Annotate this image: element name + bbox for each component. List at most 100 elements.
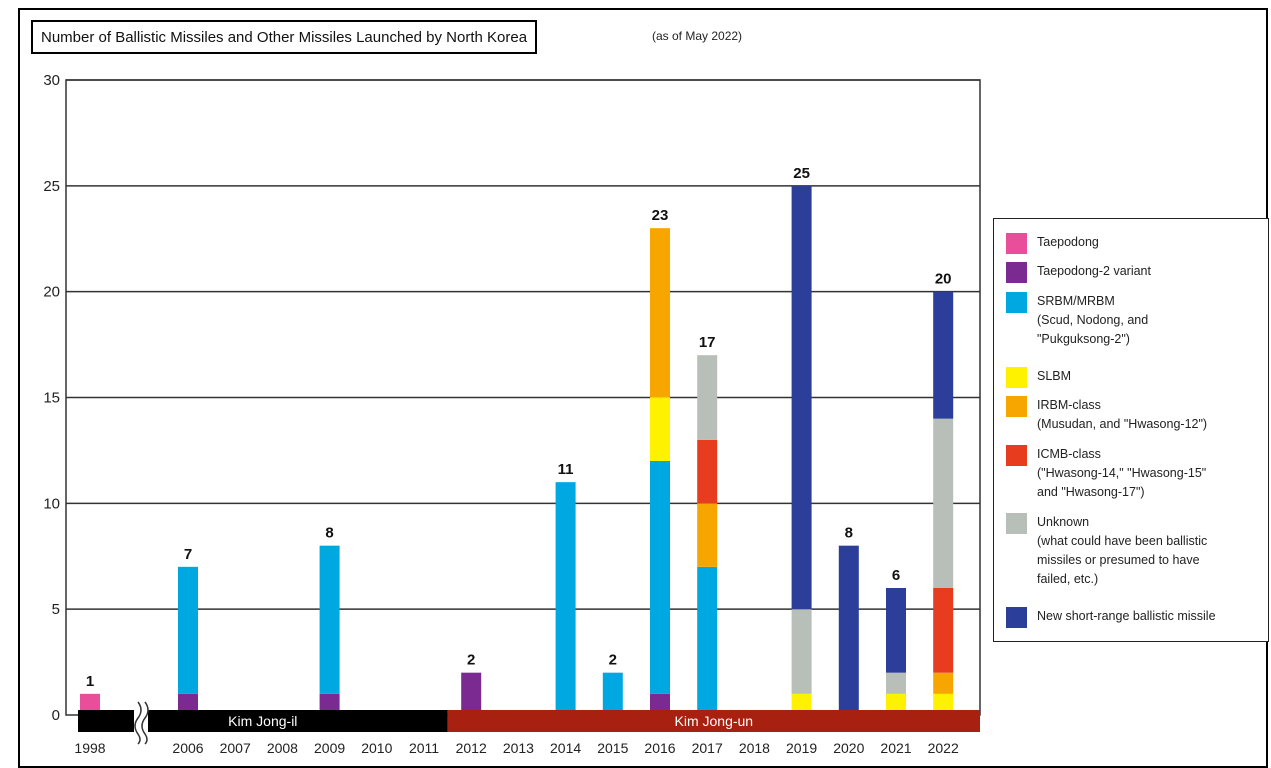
- y-tick-label: 30: [43, 72, 60, 89]
- x-tick-label: 2020: [833, 740, 864, 756]
- x-tick-label: 2007: [220, 740, 251, 756]
- total-label: 8: [845, 525, 853, 542]
- x-tick-label: 2016: [644, 740, 675, 756]
- total-label: 7: [184, 546, 192, 563]
- axis-break-mark: [134, 701, 142, 745]
- legend-swatch: [1006, 292, 1027, 313]
- x-tick-label: 2022: [928, 740, 959, 756]
- bar-segment: [933, 588, 954, 673]
- bar-segment: [178, 566, 198, 694]
- bar-segment: [650, 461, 670, 694]
- legend-label: New short-range ballistic missile: [1037, 609, 1216, 623]
- x-tick-label: 2014: [550, 740, 581, 756]
- x-tick-label: 2006: [172, 740, 203, 756]
- legend-label: ICMB-class ("Hwasong-14," "Hwasong-15" a…: [1037, 447, 1207, 499]
- chart-title: Number of Ballistic Missiles and Other M…: [31, 20, 538, 54]
- total-label: 11: [558, 461, 574, 478]
- x-tick-label: 2019: [786, 740, 817, 756]
- bar-segment: [602, 672, 623, 715]
- legend-swatch: [1006, 233, 1027, 254]
- total-label: 1: [86, 673, 94, 690]
- legend-label: Unknown (what could have been ballistic …: [1037, 515, 1208, 586]
- bar-segment: [650, 693, 670, 715]
- y-tick-label: 15: [43, 390, 60, 407]
- x-tick-label: 2021: [880, 740, 911, 756]
- bar-segment: [697, 566, 718, 715]
- legend-label: Taepodong-2 variant: [1037, 264, 1151, 278]
- legend-swatch: [1006, 445, 1027, 466]
- x-tick-label: 2008: [267, 740, 298, 756]
- legend-item: Taepodong-2 variant: [1006, 262, 1151, 283]
- legend-label: SRBM/MRBM (Scud, Nodong, and "Pukguksong…: [1037, 294, 1149, 346]
- x-tick-label: 2012: [456, 740, 487, 756]
- legend-swatch: [1006, 396, 1027, 417]
- era-band: [78, 710, 448, 732]
- legend-item: SRBM/MRBM (Scud, Nodong, and "Pukguksong…: [1006, 292, 1148, 349]
- total-label: 2: [609, 652, 617, 669]
- legend-item: ICMB-class ("Hwasong-14," "Hwasong-15" a…: [1006, 445, 1206, 502]
- x-tick-label: 2018: [739, 740, 770, 756]
- x-tick-label: 2009: [314, 740, 345, 756]
- legend-item: Taepodong: [1006, 233, 1099, 254]
- total-label: 17: [699, 334, 716, 351]
- x-tick-label: 2010: [361, 740, 392, 756]
- era-band: [447, 710, 981, 732]
- bar-segment: [791, 609, 812, 694]
- bar-segment: [886, 693, 906, 715]
- bar-segment: [791, 185, 812, 610]
- bar-segment: [697, 503, 718, 567]
- total-label: 2: [467, 652, 475, 669]
- bar-segment: [697, 439, 718, 504]
- era-label: Kim Jong-un: [675, 713, 754, 729]
- bar-segment: [650, 397, 670, 461]
- legend-item: SLBM: [1006, 367, 1071, 388]
- legend-swatch: [1006, 367, 1027, 388]
- legend: Taepodong Taepodong-2 variant SRBM/MRBM (S…: [993, 218, 1269, 642]
- bar-segment: [886, 672, 906, 694]
- total-label: 6: [892, 567, 900, 584]
- bar-segment: [178, 693, 198, 715]
- bar-segment: [791, 693, 812, 715]
- legend-label: SLBM: [1037, 369, 1072, 383]
- x-tick-label: 1998: [74, 740, 105, 756]
- total-label: 8: [325, 525, 333, 542]
- bar-segment: [461, 672, 482, 715]
- total-label: 20: [935, 271, 952, 288]
- bar-segment: [886, 588, 906, 673]
- x-tick-label: 2015: [597, 740, 628, 756]
- y-tick-label: 10: [43, 495, 60, 512]
- legend-swatch: [1006, 607, 1027, 628]
- legend-item: IRBM-class (Musudan, and "Hwasong-12"): [1006, 396, 1207, 434]
- bar-segment: [697, 355, 718, 440]
- era-label: Kim Jong-il: [228, 713, 297, 729]
- bar-segment: [650, 228, 670, 398]
- y-tick-label: 20: [43, 284, 60, 301]
- bar-segment: [838, 545, 859, 715]
- total-label: 23: [652, 207, 669, 224]
- x-tick-label: 2013: [503, 740, 534, 756]
- legend-swatch: [1006, 513, 1027, 534]
- legend-label: Taepodong: [1037, 235, 1099, 249]
- x-tick-label: 2017: [692, 740, 723, 756]
- chart-subtitle: (as of May 2022): [652, 29, 743, 43]
- legend-label: IRBM-class (Musudan, and "Hwasong-12"): [1037, 398, 1208, 431]
- legend-item: New short-range ballistic missile: [1006, 607, 1216, 628]
- bar-segment: [933, 418, 954, 588]
- y-tick-label: 5: [52, 601, 60, 618]
- bar-segment: [80, 693, 100, 715]
- y-tick-label: 25: [43, 178, 60, 195]
- axis-break: [134, 705, 148, 739]
- legend-item: Unknown (what could have been ballistic …: [1006, 513, 1207, 589]
- total-label: 25: [793, 165, 810, 182]
- bar-segment: [555, 482, 576, 715]
- y-tick-label: 0: [52, 707, 60, 724]
- x-tick-label: 2011: [409, 740, 439, 756]
- bar-segment: [933, 672, 954, 694]
- bar-segment: [319, 545, 340, 694]
- legend-swatch: [1006, 262, 1027, 283]
- bar-segment: [319, 693, 340, 715]
- axis-break-mark: [141, 701, 149, 745]
- bar-segment: [933, 693, 954, 715]
- bar-segment: [933, 291, 954, 419]
